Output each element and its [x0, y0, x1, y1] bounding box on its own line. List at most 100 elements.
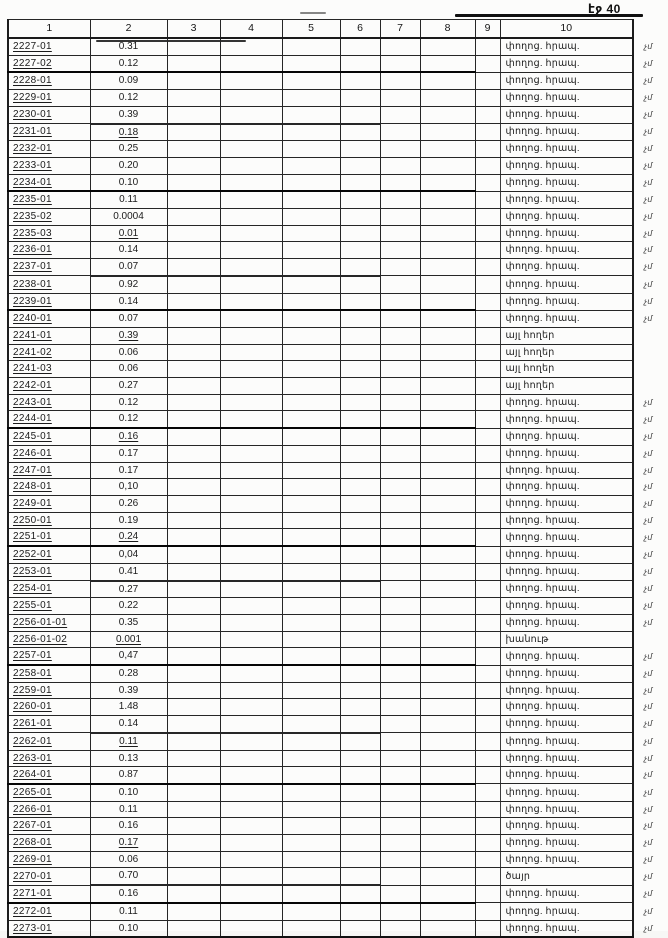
parcel-code-cell: 2242-01	[7, 377, 91, 395]
empty-cell	[339, 478, 381, 496]
empty-cell	[281, 140, 341, 158]
empty-cell	[219, 105, 283, 125]
parcel-code: 2246-01	[13, 447, 52, 459]
parcel-code-cell: 2260-01	[7, 698, 91, 717]
parcel-code: 2247-01	[13, 464, 52, 476]
column-header-7: 7	[379, 19, 421, 39]
empty-cell	[474, 579, 501, 599]
empty-cell	[474, 444, 501, 463]
empty-cell	[474, 105, 501, 125]
category-cell: փողոց. հրապ.	[499, 37, 634, 56]
parcel-code-cell: 2252-01	[7, 545, 91, 564]
empty-cell	[281, 494, 341, 513]
category-cell: փողոց. հրապ.	[499, 511, 634, 530]
margin-note: չմ	[644, 76, 653, 86]
parcel-code-cell: 2239-01	[7, 292, 91, 312]
empty-cell	[419, 478, 476, 496]
parcel-code-cell: 2265-01	[7, 783, 91, 802]
empty-cell	[419, 647, 476, 667]
margin-note: չմ	[644, 719, 653, 729]
area-value-cell: 0.70	[89, 867, 168, 887]
margin-note: չմ	[644, 617, 653, 627]
empty-cell	[474, 597, 501, 615]
table-row: 2263-01 0.13 փողոց. հրապ. չմ	[7, 749, 668, 768]
empty-cell	[379, 410, 421, 430]
parcel-code: 2273-01	[13, 922, 52, 934]
margin-note: չմ	[644, 736, 653, 746]
empty-cell	[379, 71, 421, 91]
parcel-code-cell: 2248-01	[7, 478, 91, 496]
column-header-8: 8	[419, 19, 476, 39]
empty-cell	[166, 123, 221, 142]
empty-cell	[474, 613, 501, 632]
table-row: 2268-01 0.17 փողոց. հրապ. չմ	[7, 834, 668, 852]
parcel-code: 2230-01	[13, 109, 52, 121]
category-cell: փողոց. հրապ.	[499, 919, 634, 938]
empty-cell	[419, 766, 476, 785]
parcel-code-cell: 2230-01	[7, 105, 91, 125]
area-value-cell: 0.07	[89, 258, 168, 277]
table-row: 2267-01 0.16 փողոց. հրապ. չմ	[7, 817, 668, 836]
empty-cell	[339, 867, 381, 887]
area-value-cell: 0.31	[89, 37, 168, 56]
empty-cell	[166, 393, 221, 412]
empty-cell	[474, 224, 501, 243]
empty-cell	[219, 173, 283, 193]
category-cell: փողոց. հրապ.	[499, 140, 634, 158]
empty-cell	[219, 511, 283, 530]
empty-cell	[166, 715, 221, 734]
empty-cell	[379, 800, 421, 819]
empty-cell	[219, 613, 283, 632]
empty-cell	[379, 241, 421, 260]
empty-cell	[419, 867, 476, 886]
empty-cell	[166, 647, 221, 667]
empty-cell	[166, 579, 221, 599]
empty-cell	[474, 732, 501, 751]
empty-cell	[339, 850, 381, 869]
empty-cell	[339, 190, 381, 210]
margin-note: չմ	[644, 804, 653, 814]
empty-cell	[379, 224, 421, 243]
empty-cell	[379, 478, 421, 496]
empty-cell	[219, 326, 283, 345]
table-row: 2239-01 0.14 փողոց. հրապ. չմ	[7, 292, 668, 312]
parcel-code-cell: 2254-01	[7, 579, 91, 599]
empty-cell	[339, 410, 381, 430]
area-value-cell: 0.001	[89, 630, 168, 649]
empty-cell	[219, 597, 283, 615]
empty-cell	[474, 89, 501, 107]
margin-note: չմ	[644, 127, 653, 137]
empty-cell	[281, 123, 341, 142]
empty-cell	[219, 224, 283, 243]
empty-cell	[281, 89, 341, 107]
empty-cell	[379, 630, 421, 649]
parcel-code: 2260-01	[13, 701, 52, 713]
empty-cell	[166, 850, 221, 869]
table-row: 2232-01 0.25 փողոց. հրապ. չմ	[7, 140, 668, 158]
parcel-code: 2271-01	[13, 887, 52, 899]
empty-cell	[419, 410, 476, 430]
empty-cell	[379, 867, 421, 886]
category-cell: փողոց. հրապ.	[499, 478, 634, 496]
category-cell: փողոց. հրապ.	[499, 749, 634, 768]
empty-cell	[166, 37, 221, 56]
parcel-code: 2259-01	[13, 684, 52, 696]
empty-cell	[419, 461, 476, 480]
empty-cell	[339, 749, 381, 768]
parcel-code-cell: 2241-01	[7, 326, 91, 345]
empty-cell	[219, 800, 283, 819]
area-value-cell: 0,04	[89, 545, 168, 564]
empty-cell	[219, 292, 283, 312]
empty-cell	[166, 834, 221, 852]
empty-cell	[474, 749, 501, 768]
empty-cell	[166, 630, 221, 649]
empty-cell	[419, 817, 476, 836]
category-cell: փողոց. հրապ.	[499, 562, 634, 582]
area-value-cell: 0.18	[89, 123, 168, 142]
empty-cell	[339, 834, 381, 852]
parcel-code: 2240-01	[13, 313, 52, 325]
parcel-code-cell: 2228-01	[7, 71, 91, 91]
empty-cell	[219, 208, 283, 226]
empty-cell	[166, 190, 221, 210]
parcel-code: 2235-03	[13, 227, 52, 239]
